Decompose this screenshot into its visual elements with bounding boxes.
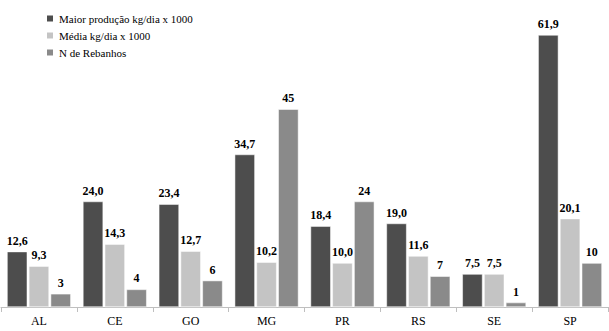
svg-text:18,4: 18,4 bbox=[310, 208, 331, 222]
svg-text:23,4: 23,4 bbox=[158, 186, 179, 200]
svg-text:24: 24 bbox=[358, 184, 370, 198]
svg-text:7: 7 bbox=[437, 258, 443, 272]
svg-text:4: 4 bbox=[134, 271, 140, 285]
svg-text:Maior produção kg/dia x 1000: Maior produção kg/dia x 1000 bbox=[59, 13, 193, 25]
svg-text:N de Rebanhos: N de Rebanhos bbox=[59, 47, 126, 59]
svg-text:24,0: 24,0 bbox=[83, 184, 104, 198]
svg-text:SP: SP bbox=[563, 314, 577, 328]
svg-text:AL: AL bbox=[31, 314, 47, 328]
svg-text:14,3: 14,3 bbox=[104, 226, 125, 240]
svg-text:61,9: 61,9 bbox=[538, 17, 559, 31]
svg-text:GO: GO bbox=[182, 314, 200, 328]
svg-text:34,7: 34,7 bbox=[234, 137, 255, 151]
svg-text:Média kg/dia x 1000: Média kg/dia x 1000 bbox=[59, 30, 151, 42]
svg-text:MG: MG bbox=[257, 314, 277, 328]
svg-text:RS: RS bbox=[411, 314, 426, 328]
svg-text:1: 1 bbox=[513, 285, 519, 299]
svg-text:10,2: 10,2 bbox=[256, 244, 277, 258]
svg-text:10: 10 bbox=[586, 245, 598, 259]
svg-text:9,3: 9,3 bbox=[31, 248, 46, 262]
svg-text:45: 45 bbox=[282, 91, 294, 105]
svg-text:7,5: 7,5 bbox=[465, 256, 480, 270]
svg-text:SE: SE bbox=[487, 314, 501, 328]
svg-text:11,6: 11,6 bbox=[408, 238, 428, 252]
svg-text:12,7: 12,7 bbox=[180, 233, 201, 247]
svg-text:CE: CE bbox=[107, 314, 122, 328]
svg-text:3: 3 bbox=[58, 276, 64, 290]
svg-text:20,1: 20,1 bbox=[560, 201, 581, 215]
svg-text:6: 6 bbox=[209, 263, 215, 277]
svg-text:PR: PR bbox=[335, 314, 350, 328]
svg-text:7,5: 7,5 bbox=[487, 256, 502, 270]
svg-text:10,0: 10,0 bbox=[332, 245, 353, 259]
svg-text:12,6: 12,6 bbox=[7, 234, 28, 248]
svg-text:19,0: 19,0 bbox=[386, 206, 407, 220]
